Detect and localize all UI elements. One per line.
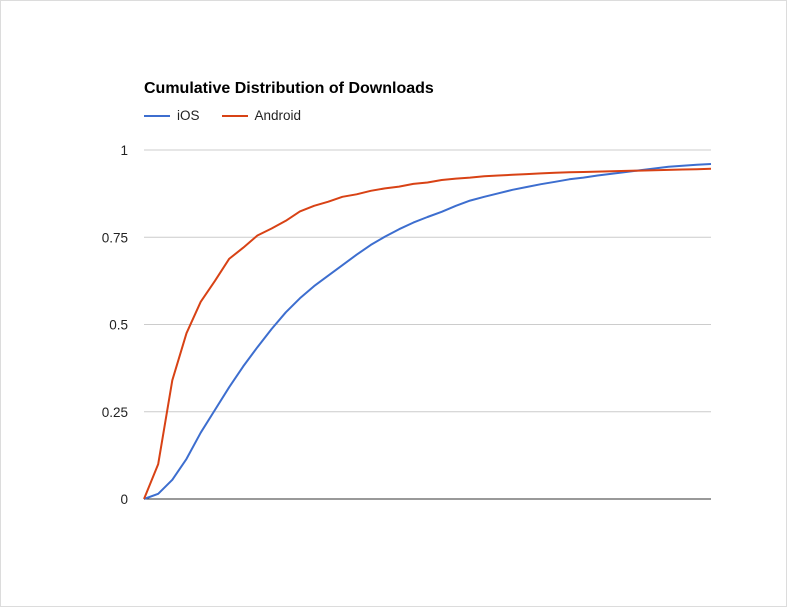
y-tick-label: 1 [120,143,128,158]
legend-swatch-android [221,114,248,117]
legend-label-ios: iOS [177,108,200,123]
legend-label-android: Android [254,108,302,123]
y-tick-label: 0.75 [102,230,128,245]
y-tick-label: 0.5 [109,318,128,333]
chart-title: Cumulative Distribution of Downloads [144,80,434,97]
y-tick-label: 0.25 [102,405,128,420]
series-line-android[interactable] [143,167,712,500]
series-line-ios[interactable] [143,163,712,500]
y-tick-label: 0 [120,492,128,507]
legend-swatch-ios [144,114,170,117]
legend-item-ios[interactable]: iOS [144,108,200,123]
legend-item-android[interactable]: Android [221,108,302,123]
legend: iOS Android [144,108,323,123]
